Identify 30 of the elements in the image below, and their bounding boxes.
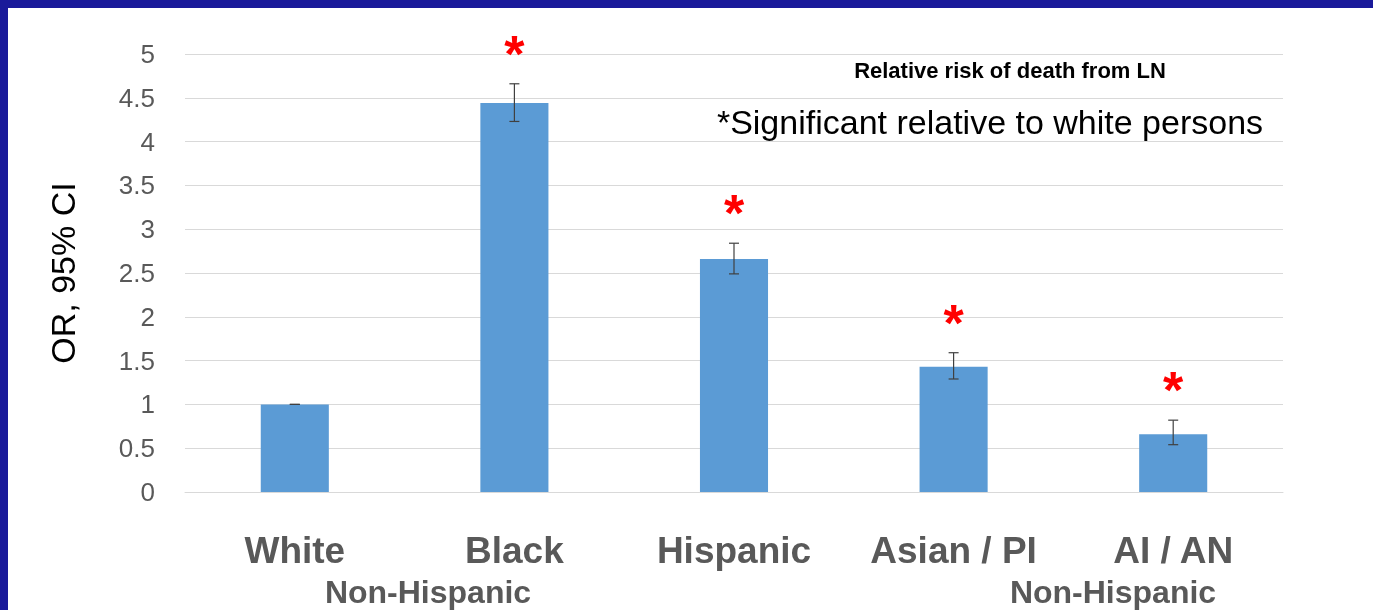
text: Non-Hispanic	[324, 574, 532, 610]
bar	[699, 258, 769, 492]
annotation: *	[943, 293, 965, 352]
y-tick-label: 0.5	[118, 433, 155, 464]
annotation: *	[504, 24, 526, 83]
y-tick-label: 1	[140, 389, 155, 420]
y-tick-label: 1.5	[118, 345, 155, 376]
y-axis-title: OR, 95% CI	[44, 182, 82, 364]
x-tick-label: Asian / PI	[870, 530, 1037, 571]
y-tick-label: 2	[140, 301, 155, 332]
annotation: Relative risk of death from LN	[854, 57, 1166, 83]
y-tick-label: 0	[140, 477, 155, 507]
y-tick-label: 4	[140, 126, 155, 157]
y-tick-label: 3	[140, 214, 155, 245]
y-tick-label: 5	[140, 39, 155, 69]
y-tick-label: 4.5	[118, 82, 155, 113]
annotation: *	[723, 184, 745, 243]
bar	[1139, 434, 1208, 492]
x-tick-label: Black	[465, 530, 565, 571]
annotation: *	[1163, 361, 1185, 420]
bar	[919, 366, 988, 492]
x-tick-label: Hispanic	[656, 530, 812, 571]
bar	[480, 103, 549, 492]
y-tick-label: 3.5	[118, 170, 155, 201]
text: Non-Hispanic	[1009, 574, 1217, 610]
annotation: *Significant relative to white persons	[716, 103, 1264, 141]
y-tick-label: 2.5	[118, 258, 155, 288]
x-tick-label: White	[244, 530, 346, 571]
x-tick-label: AI / AN	[1113, 530, 1234, 571]
bar	[260, 404, 329, 492]
